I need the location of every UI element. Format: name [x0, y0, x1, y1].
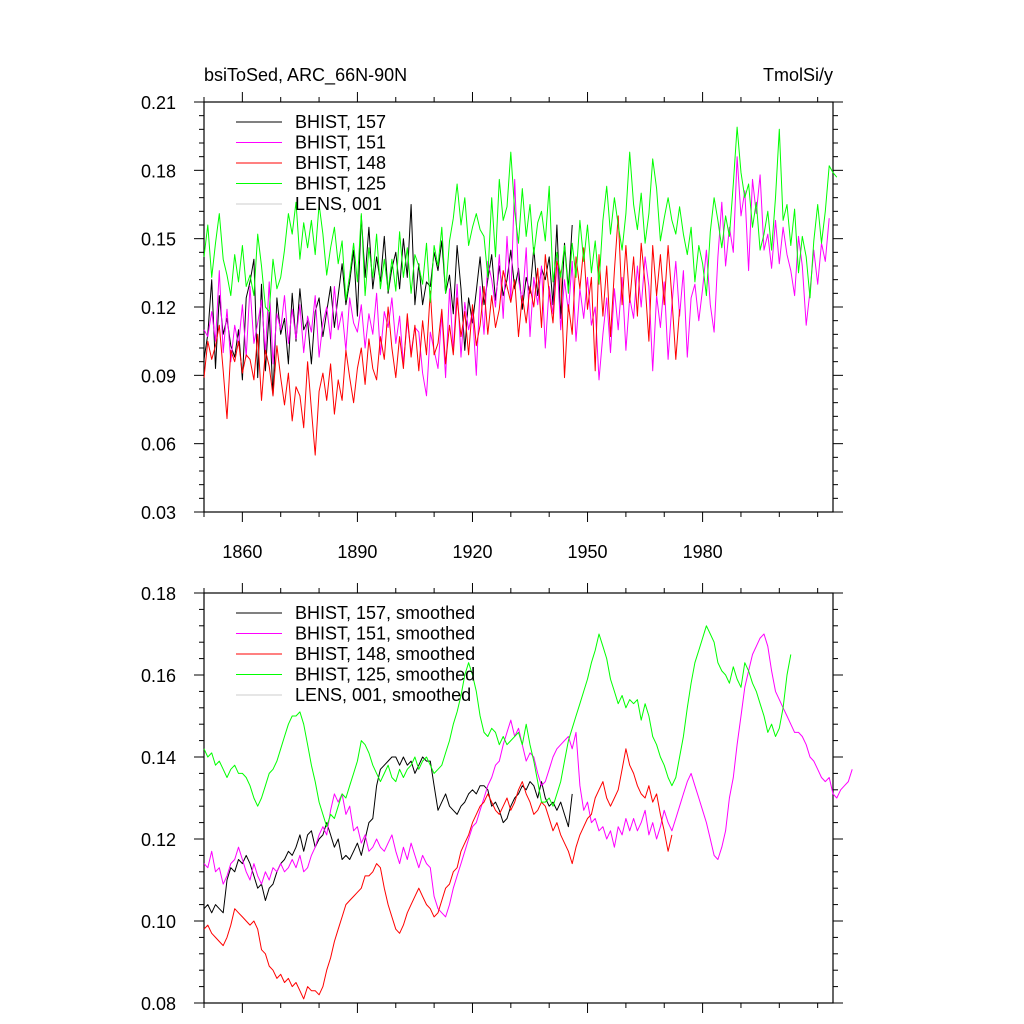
chart-title: bsiToSed, ARC_66N-90N	[204, 65, 407, 86]
x-tick-label: 1890	[337, 542, 377, 562]
y-tick-label: 0.08	[141, 994, 176, 1014]
series-line-bhist-157-smoothed	[203, 756, 573, 914]
y-tick-label: 0.18	[141, 161, 176, 181]
y-tick-label: 0.21	[141, 93, 176, 113]
panel-top: 1860 1890 1920 1950 1980 0.03 0.06 0.09 0.12 0.15…	[141, 65, 843, 562]
legend-label: BHIST, 125	[295, 174, 386, 194]
legend-label: BHIST, 151, smoothed	[295, 624, 475, 644]
legend-label: BHIST, 125, smoothed	[295, 665, 475, 685]
y-tick-label: 0.10	[141, 912, 176, 932]
legend-label: LENS, 001	[295, 194, 382, 214]
legend-label: LENS, 001, smoothed	[295, 685, 471, 705]
y-tick-label: 0.06	[141, 435, 176, 455]
y-tick-label: 0.14	[141, 748, 176, 768]
legend-label: BHIST, 151	[295, 133, 386, 153]
x-tick-label: 1980	[683, 542, 723, 562]
legend-label: BHIST, 148	[295, 153, 386, 173]
y-tick-label: 0.15	[141, 230, 176, 250]
series-line-bhist-151-smoothed	[203, 633, 853, 918]
series-line-bhist-125	[203, 126, 838, 313]
series-line-bhist-125-smoothed	[203, 625, 792, 828]
x-tick-label: 1920	[452, 542, 492, 562]
legend-label: BHIST, 157, smoothed	[295, 603, 475, 623]
x-tick-label: 1860	[222, 542, 262, 562]
series-line-bhist-148	[203, 215, 681, 456]
y-tick-label: 0.12	[141, 298, 176, 318]
y-tick-label: 0.09	[141, 366, 176, 386]
plot-frame	[203, 592, 834, 1004]
y-tick-label: 0.18	[141, 584, 176, 604]
legend-label: BHIST, 157	[295, 112, 386, 132]
y-tick-label: 0.12	[141, 830, 176, 850]
series-line-bhist-157	[203, 204, 573, 397]
y-tick-label: 0.16	[141, 666, 176, 686]
x-tick-label: 1950	[568, 542, 608, 562]
units-label: TmolSi/y	[763, 65, 833, 85]
legend-label: BHIST, 148, smoothed	[295, 644, 475, 664]
y-tick-label: 0.03	[141, 503, 176, 523]
panel-bottom: 0.08 0.10 0.12 0.14 0.16 0.18 BHIST, 157, smoo…	[141, 583, 853, 1014]
series-line-bhist-148-smoothed	[203, 748, 673, 1000]
